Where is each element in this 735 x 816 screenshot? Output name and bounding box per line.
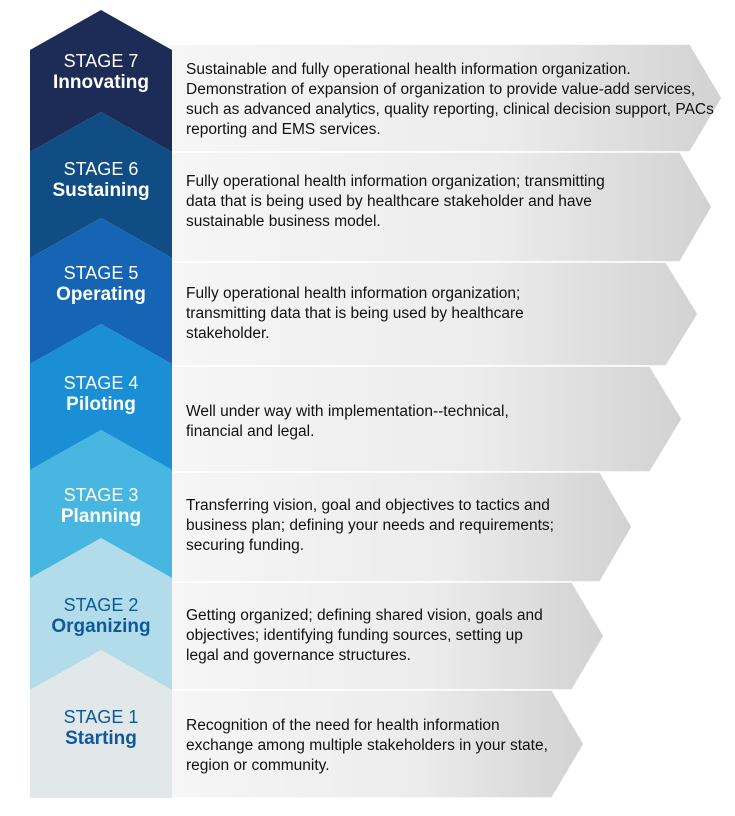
stage-5-number: STAGE 5: [63, 263, 139, 283]
stage-7-number: STAGE 7: [63, 51, 139, 71]
stage-7-label: STAGE 7 Innovating: [30, 50, 172, 94]
stage-4-number: STAGE 4: [63, 373, 139, 393]
stage-7-chevron: [30, 10, 172, 152]
stage-7-description: Sustainable and fully operational health…: [186, 61, 714, 138]
stage-4-name: Piloting: [66, 394, 136, 415]
stage-1-number: STAGE 1: [63, 707, 139, 727]
stage-4-label: STAGE 4 Piloting: [30, 372, 172, 416]
stage-5-label: STAGE 5 Operating: [30, 262, 172, 306]
stage-6-number: STAGE 6: [63, 159, 139, 179]
stage-2-number: STAGE 2: [63, 595, 139, 615]
stage-5-chevron: [30, 218, 172, 364]
stage-2-description: Getting organized; defining shared visio…: [186, 607, 543, 664]
stage-1-label: STAGE 1 Starting: [30, 706, 172, 750]
stage-6-name: Sustaining: [52, 180, 150, 201]
stage-6-chevron: [30, 112, 172, 258]
stage-3-name: Planning: [60, 506, 142, 527]
stage-2-name: Organizing: [51, 616, 151, 637]
stage-4-description: Well under way with implementation--tech…: [186, 403, 509, 440]
stage-3-description: Transferring vision, goal and objectives…: [186, 497, 554, 554]
stage-6-label: STAGE 6 Sustaining: [30, 158, 172, 202]
stage-3-number: STAGE 3: [63, 485, 139, 505]
stage-1-chevron: [30, 650, 172, 798]
stage-2-label: STAGE 2 Organizing: [30, 594, 172, 638]
stage-2-chevron: [30, 538, 172, 690]
stage-1-name: Starting: [65, 728, 137, 749]
stage-5-description: Fully operational health information org…: [186, 285, 524, 342]
stage-1-description: Recognition of the need for health infor…: [186, 717, 548, 774]
stage-5-name: Operating: [56, 284, 146, 305]
stage-7-name: Innovating: [52, 72, 150, 93]
stage-3-label: STAGE 3 Planning: [30, 484, 172, 528]
stage-3-chevron: [30, 430, 172, 578]
stage-6-description: Fully operational health information org…: [186, 173, 605, 230]
stage-4-chevron: [30, 324, 172, 470]
